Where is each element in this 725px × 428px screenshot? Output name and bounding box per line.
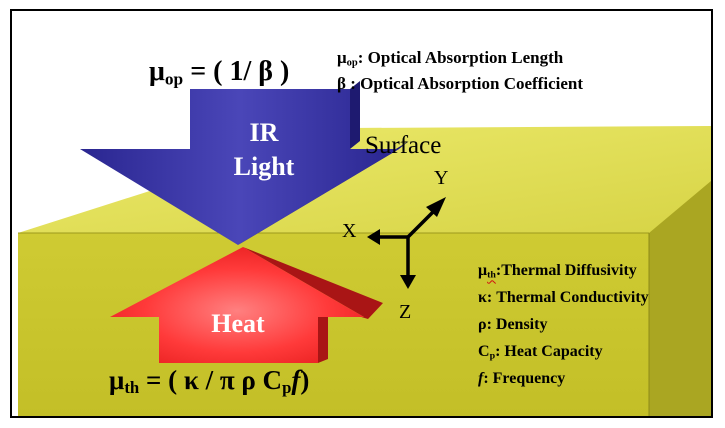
optical-coefficient-legend: β : Optical Absorption Coefficient (337, 74, 583, 93)
heat-capacity-legend: Cp: Heat Capacity (478, 343, 603, 362)
heat-label: Heat (211, 309, 265, 338)
optical-length-legend: μop: Optical Absorption Length (337, 48, 564, 69)
ir-arrow (80, 89, 399, 245)
block-right-face (649, 181, 711, 416)
density-legend: ρ: Density (478, 316, 548, 333)
ir-label: IR (249, 118, 279, 147)
light-label: Light (233, 152, 295, 181)
z-axis-arrowhead (400, 275, 416, 289)
frequency-legend: f: Frequency (478, 370, 566, 387)
y-axis-label: Y (434, 167, 449, 189)
thermal-conductivity-legend: κ: Thermal Conductivity (478, 289, 649, 306)
z-axis-label: Z (399, 301, 412, 323)
block-front-face (18, 233, 649, 416)
diagram-graphic (18, 81, 711, 416)
x-axis-arrowhead (367, 229, 380, 245)
diagram-frame: μop = ( 1/ β ) μop: Optical Absorption L… (10, 9, 713, 418)
optical-formula: μop = ( 1/ β ) (149, 56, 290, 89)
x-axis-label: X (342, 220, 357, 242)
thermal-diffusivity-legend: μth:Thermal Diffusivity (478, 262, 637, 281)
heat-arrow (110, 247, 364, 363)
thermal-formula: μth = ( κ / π ρ Cpf) (109, 365, 310, 398)
y-axis-arrowhead (426, 197, 446, 217)
surface-label: Surface (365, 132, 442, 159)
ir-arrow-side (350, 81, 360, 149)
heat-arrow-side (243, 247, 383, 363)
